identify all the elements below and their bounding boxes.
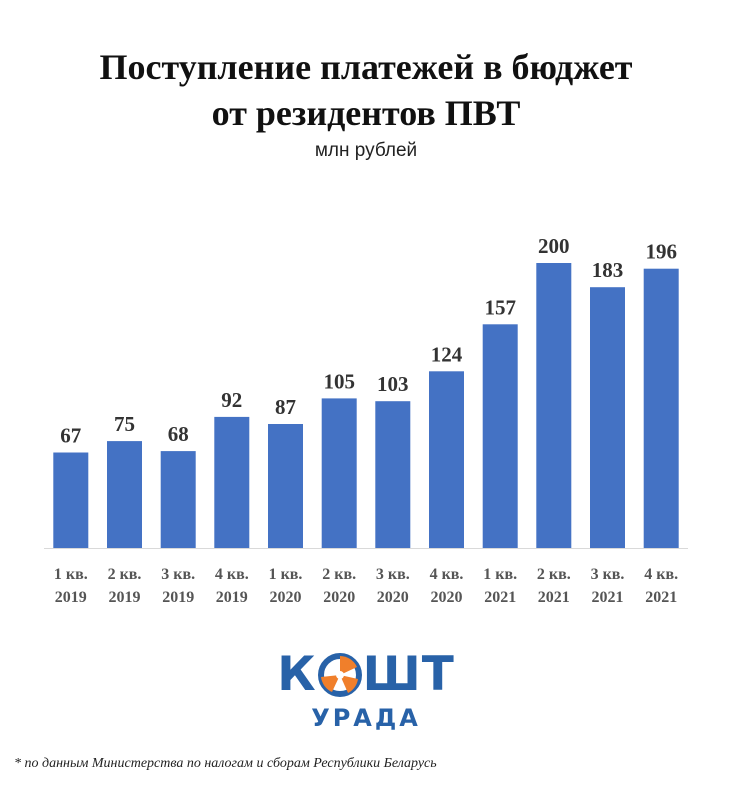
x-tick-label-year: 2019: [216, 589, 248, 606]
x-tick-label-year: 2020: [323, 589, 355, 606]
logo-text-left: К: [277, 647, 317, 702]
data-label: 196: [645, 240, 677, 264]
data-label: 67: [60, 424, 81, 448]
bar-chart: 67 1 кв. 2019 75 2 кв. 2019 68 3 кв. 2019 92 4 кв.…: [44, 234, 688, 606]
data-label: 68: [168, 422, 189, 446]
x-tick-label-quarter: 2 кв.: [108, 566, 142, 583]
x-tick-label-year: 2019: [109, 589, 141, 606]
bar: [643, 268, 679, 548]
x-tick-label-year: 2021: [645, 589, 677, 606]
source-footnote: * по данным Министерства по налогам и сб…: [14, 756, 437, 771]
x-tick-label-year: 2021: [538, 589, 570, 606]
logo-wordmark: К ШТ: [277, 650, 455, 700]
bar: [53, 452, 89, 548]
data-label: 200: [538, 234, 570, 258]
x-tick-label-quarter: 1 кв.: [483, 566, 517, 583]
bar: [590, 287, 625, 548]
data-label: 87: [275, 395, 296, 419]
data-label: 183: [592, 258, 624, 282]
bar: [536, 263, 572, 548]
logo-subtitle: УРАДА: [311, 704, 421, 732]
data-label: 105: [323, 369, 355, 393]
x-tick-label-quarter: 3 кв.: [161, 566, 195, 583]
x-tick-label-quarter: 4 кв.: [644, 566, 678, 583]
bar: [429, 371, 464, 548]
x-tick-label-year: 2019: [55, 589, 87, 606]
bar: [107, 441, 142, 548]
x-tick-label-year: 2020: [431, 589, 463, 606]
x-tick-label-quarter: 1 кв.: [54, 566, 88, 583]
bar: [482, 324, 518, 548]
chart-subtitle: млн рублей: [314, 140, 418, 161]
data-label: 92: [221, 388, 242, 412]
bar: [160, 451, 196, 548]
logo-text-right: ШТ: [362, 647, 455, 702]
x-tick-label-year: 2021: [484, 589, 516, 606]
x-tick-label-quarter: 3 кв.: [376, 566, 410, 583]
x-tick-label-quarter: 2 кв.: [537, 566, 571, 583]
data-label: 124: [431, 342, 463, 366]
data-label: 75: [114, 412, 135, 436]
x-tick-label-year: 2019: [162, 589, 194, 606]
x-tick-label-quarter: 2 кв.: [322, 566, 356, 583]
bar: [268, 424, 303, 548]
bar: [321, 398, 357, 548]
chart-title-line-1: Поступление платежей в бюджет: [99, 47, 633, 87]
x-tick-label-year: 2020: [377, 589, 409, 606]
x-tick-label-quarter: 4 кв.: [430, 566, 464, 583]
x-tick-label-quarter: 3 кв.: [591, 566, 625, 583]
x-tick-label-year: 2021: [592, 589, 624, 606]
x-tick-label-quarter: 4 кв.: [215, 566, 249, 583]
coin-icon: [317, 653, 362, 697]
chart-title: Поступление платежей в бюджет от резиден…: [0, 44, 732, 136]
x-tick-label-quarter: 1 кв.: [269, 566, 303, 583]
data-label: 103: [377, 372, 409, 396]
bar: [214, 416, 250, 548]
koshht-urada-logo: К ШТ УРАДА: [0, 650, 732, 733]
data-label: 157: [484, 295, 516, 319]
bar: [375, 401, 411, 548]
x-tick-label-year: 2020: [270, 589, 302, 606]
chart-title-line-2: от резидентов ПВТ: [211, 93, 521, 133]
